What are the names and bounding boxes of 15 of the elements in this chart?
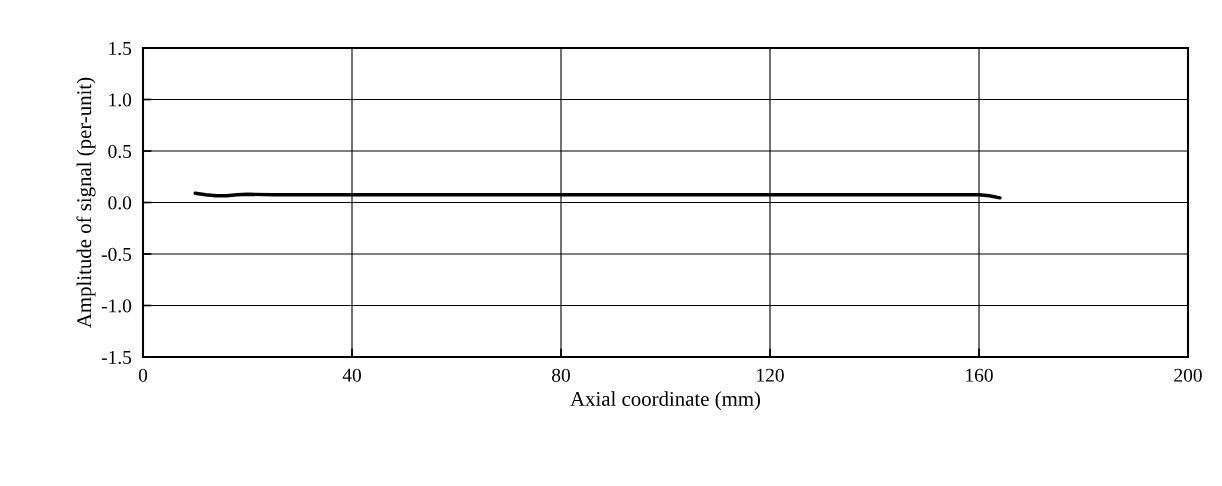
x-axis-title: Axial coordinate (mm) — [570, 391, 761, 411]
x-tick-label: 40 — [342, 368, 361, 382]
x-tick-label: 0 — [138, 368, 148, 382]
x-tick-label: 120 — [757, 368, 784, 382]
y-tick-label: 1.0 — [109, 93, 132, 107]
x-tick-label: 80 — [552, 368, 570, 382]
y-tick-label: -1.5 — [101, 350, 132, 365]
y-tick-label: 0.0 — [108, 196, 132, 210]
x-tick-label: 160 — [966, 368, 993, 382]
y-tick-label: -1.0 — [101, 299, 132, 313]
y-tick-label: 1.5 — [109, 41, 132, 56]
x-tick-label: 200 — [1174, 368, 1202, 382]
y-tick-label: -0.5 — [101, 247, 132, 262]
y-tick-label: 0.5 — [108, 144, 132, 159]
y-axis-title: Amplitude of signal (per-unit) — [76, 77, 96, 328]
